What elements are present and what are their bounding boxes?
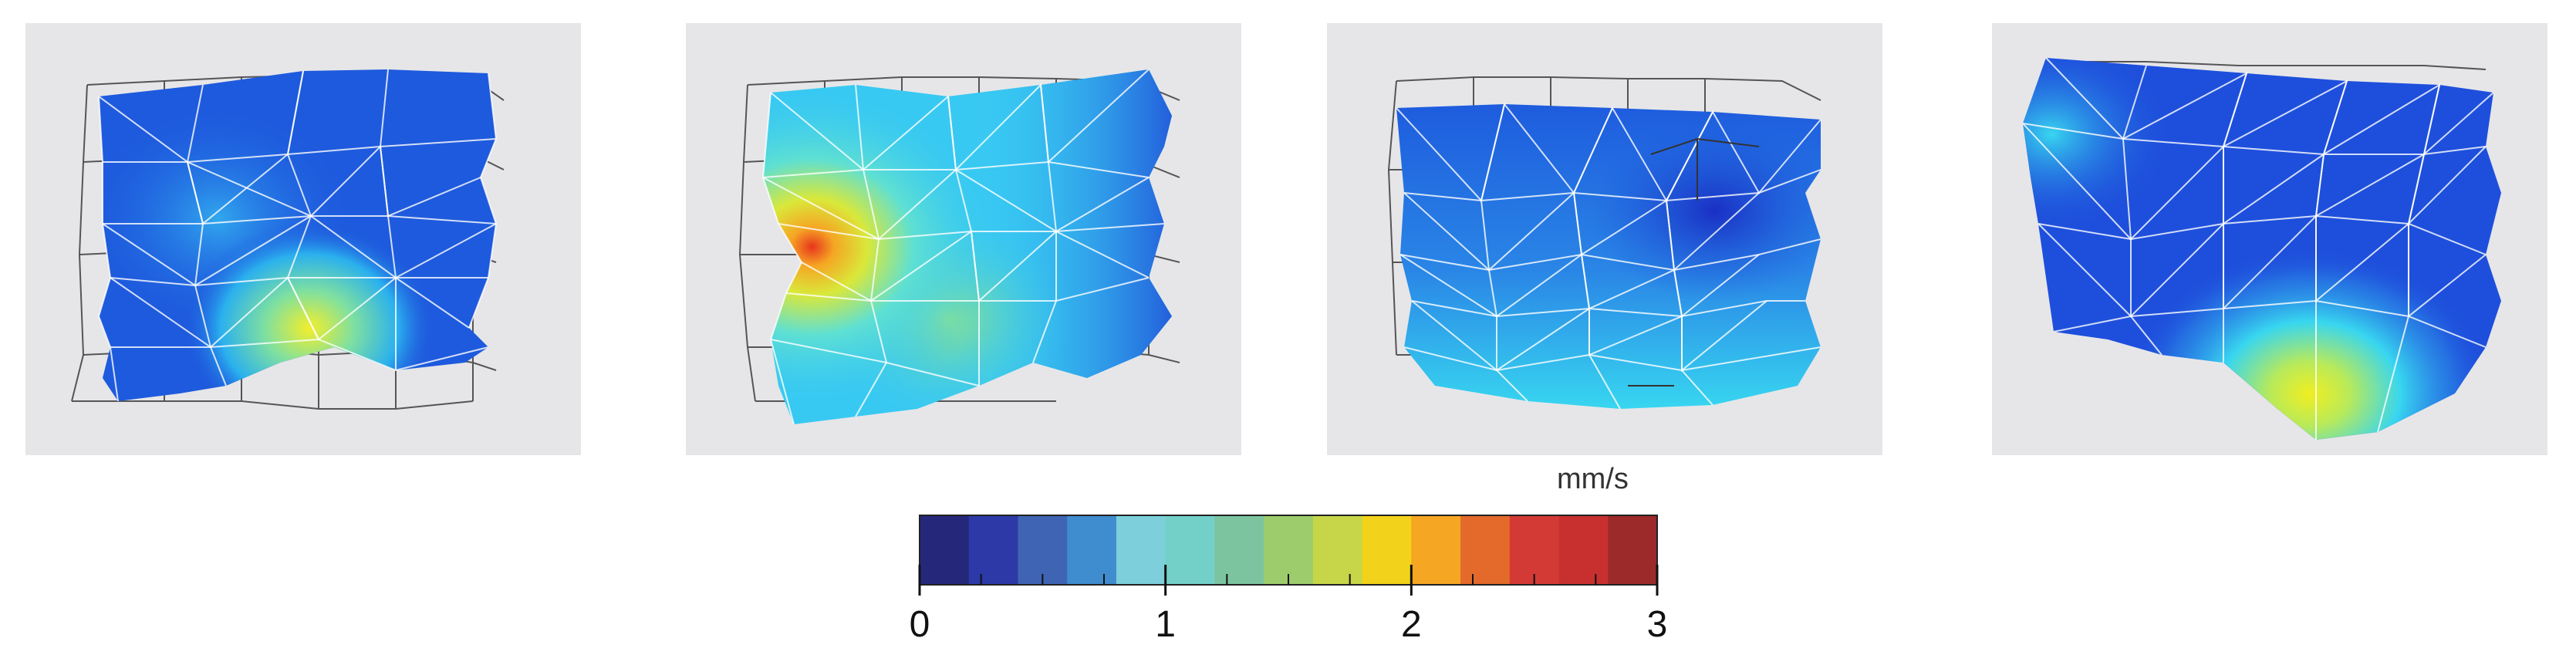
colorbar-segment xyxy=(1362,515,1413,585)
colorbar-segment xyxy=(1411,515,1462,585)
mesh-surface-1 xyxy=(71,69,505,410)
colorbar-tick-label: 3 xyxy=(1646,604,1668,645)
colorbar-segment xyxy=(1165,515,1216,585)
reference-mesh-detail xyxy=(1628,137,1760,387)
velocity-map-panel-2 xyxy=(686,23,1241,455)
mesh-surface-3 xyxy=(1387,76,1821,410)
reference-mesh xyxy=(2054,61,2487,70)
colorbar-segment xyxy=(1509,515,1560,585)
colorbar-segment xyxy=(1116,515,1166,585)
colorbar-segment xyxy=(1214,515,1265,585)
velocity-map-panel-1 xyxy=(25,23,581,455)
colorbar-segment xyxy=(1067,515,1117,585)
colorbar-segment xyxy=(1264,515,1314,585)
colorbar-gradient xyxy=(918,515,1659,596)
velocity-map-panel-4 xyxy=(1992,23,2547,455)
surface-mesh-lines xyxy=(1396,102,1821,410)
colorbar-segment xyxy=(1608,515,1658,585)
colorbar-segment xyxy=(1460,515,1511,585)
colorbar-tick-label: 1 xyxy=(1155,604,1177,645)
surface-mesh-lines xyxy=(761,69,1165,425)
colorbar-tick-label: 2 xyxy=(1400,604,1422,645)
colorbar-tick-label: 0 xyxy=(909,604,930,645)
colorbar: mm/s 0 1 2 3 xyxy=(903,463,1674,656)
colorbar-unit-label: mm/s xyxy=(1557,463,1629,495)
colorbar-segment xyxy=(1312,515,1363,585)
mesh-surface-4 xyxy=(2022,57,2501,440)
velocity-map-panel-3 xyxy=(1327,23,1882,455)
surface-mesh-lines xyxy=(97,69,498,402)
colorbar-segment xyxy=(1558,515,1609,585)
colorbar-segment xyxy=(920,515,970,585)
colorbar-segment xyxy=(968,515,1019,585)
mesh-surface-2 xyxy=(738,69,1180,425)
colorbar-segment xyxy=(1018,515,1069,585)
surface-mesh-lines xyxy=(2022,57,2494,440)
